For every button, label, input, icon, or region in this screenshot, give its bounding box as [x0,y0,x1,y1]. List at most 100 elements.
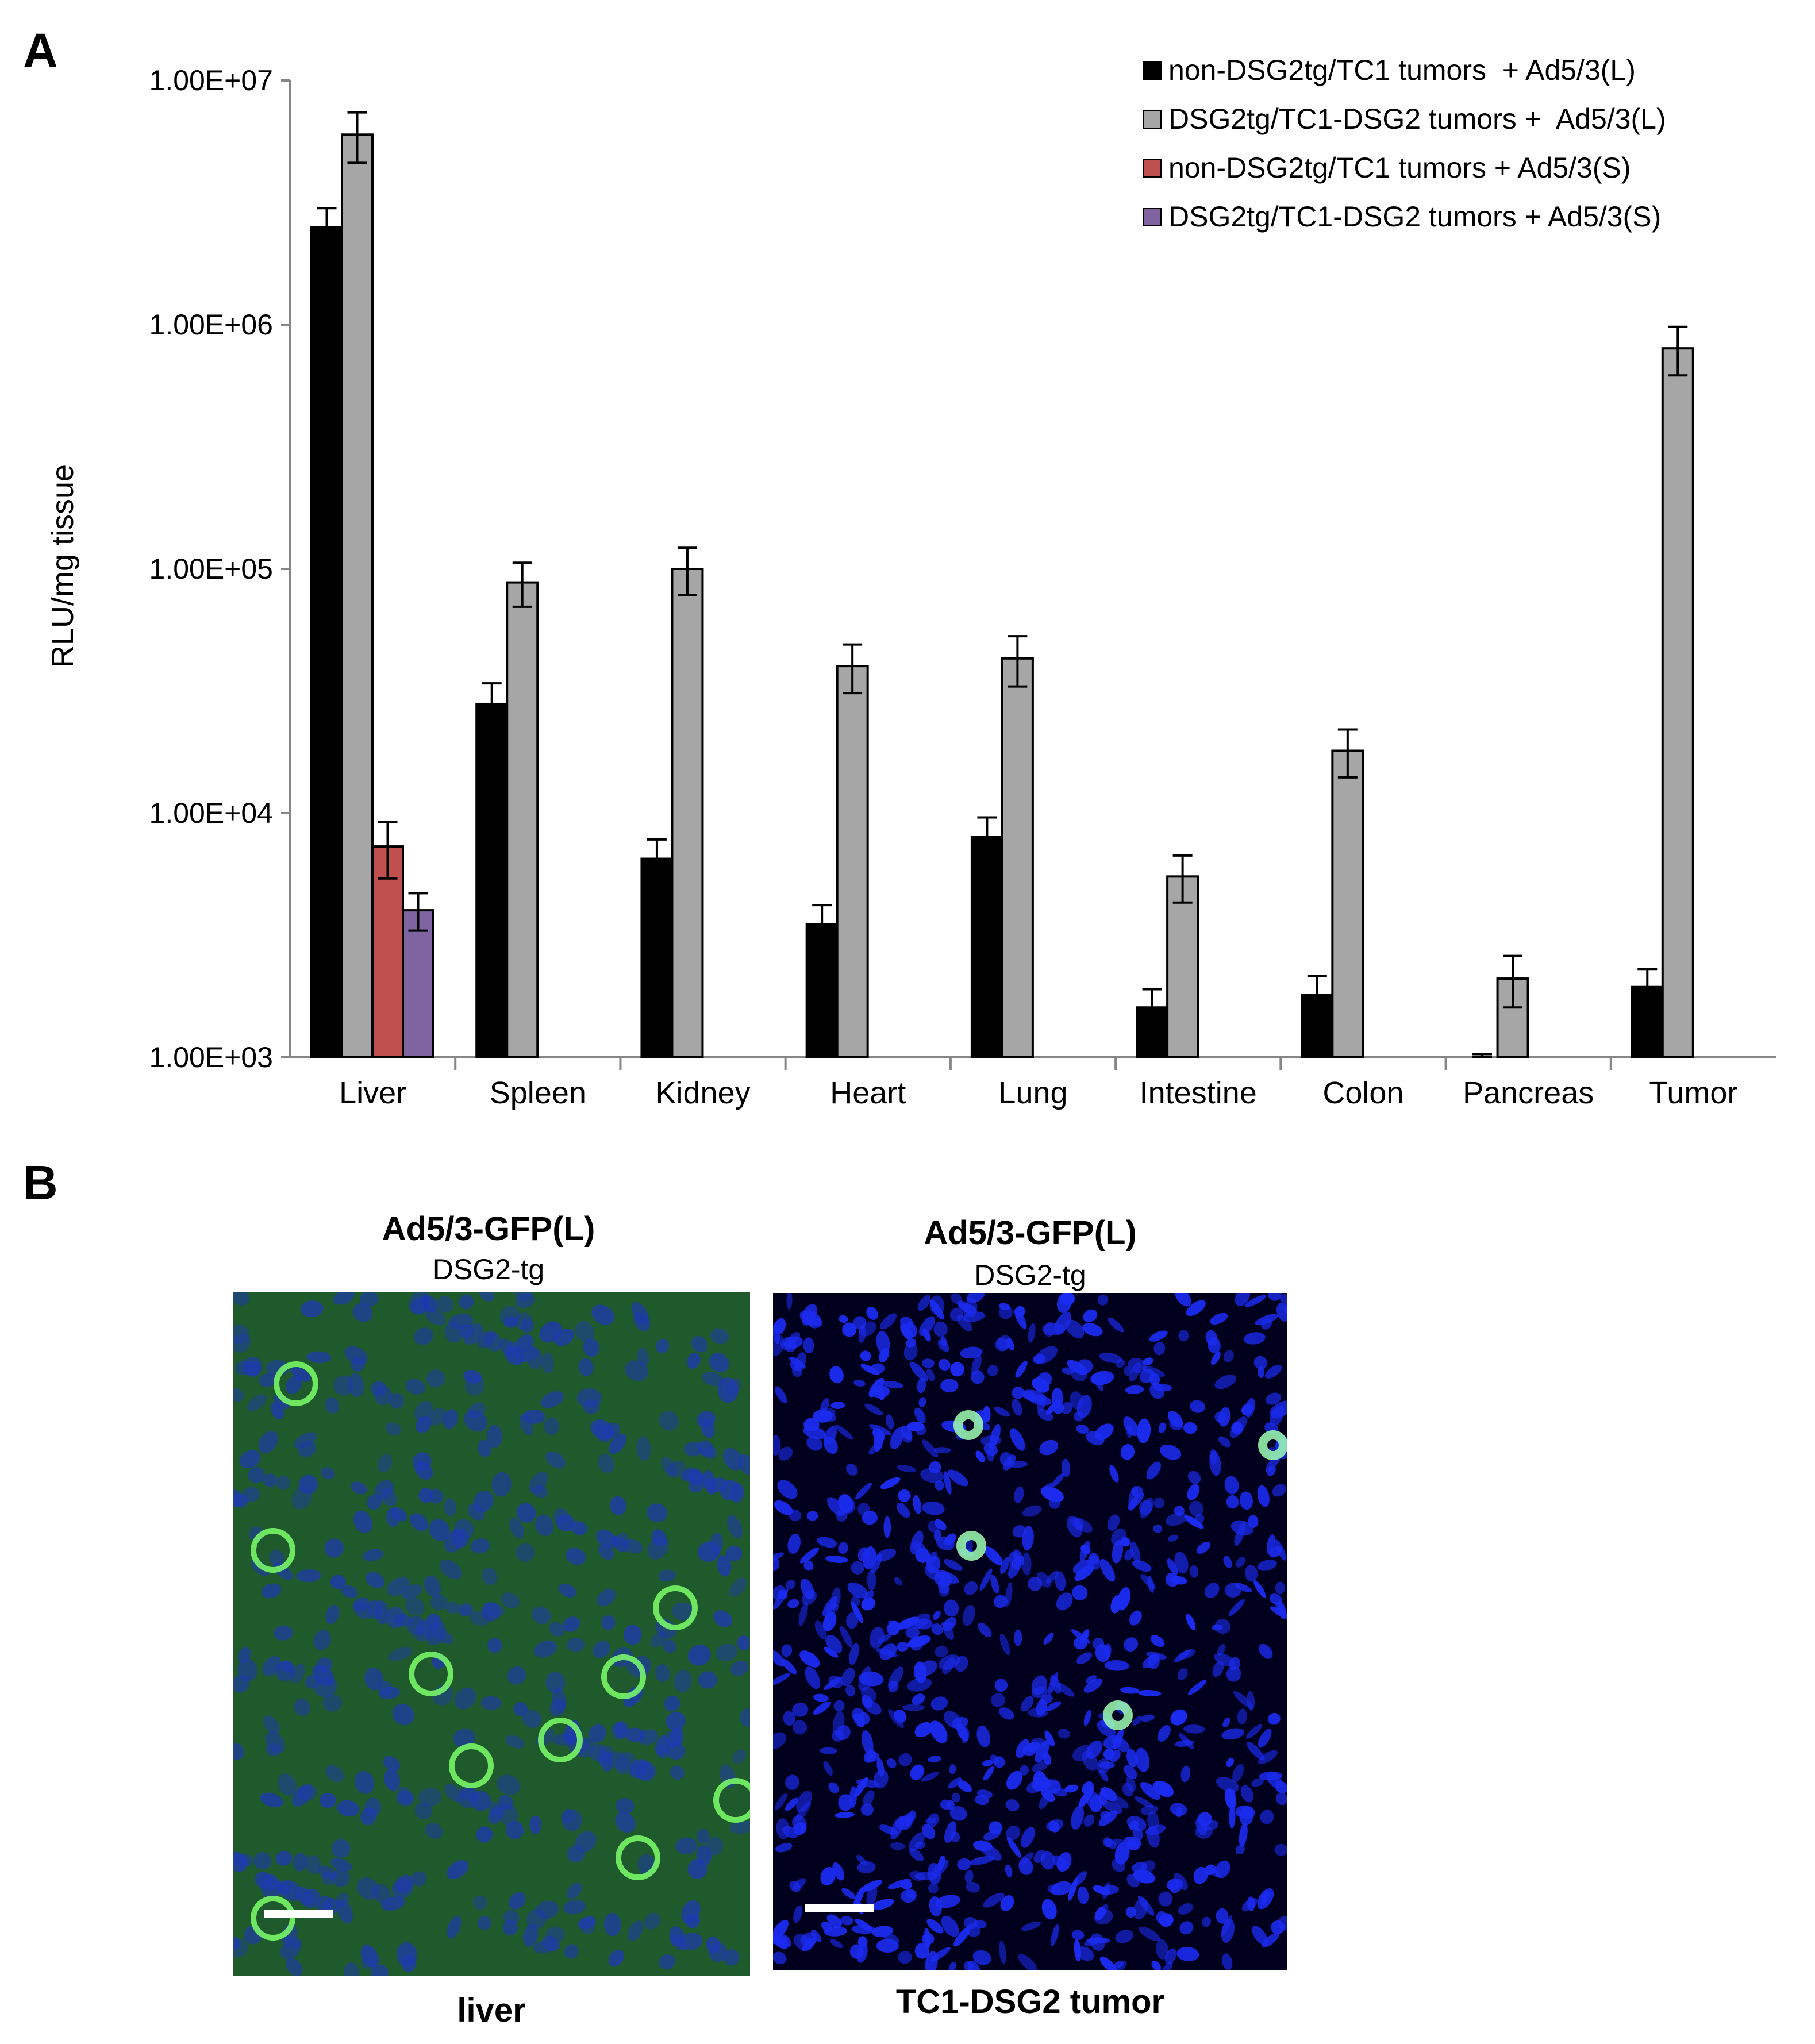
cell-nucleus [1275,1781,1287,1793]
cell-nucleus [1283,1305,1287,1315]
cell-nucleus [233,1851,249,1867]
cell-nucleus [253,1851,272,1870]
cell-nucleus [800,1932,816,1945]
cell-nucleus [829,1366,844,1384]
cell-nucleus [702,1372,725,1387]
cell-nucleus [1268,1712,1281,1725]
cell-nucleus [1005,1799,1020,1811]
cell-nucleus [1187,1471,1201,1484]
cell-nucleus [316,1657,333,1673]
cell-nucleus [1124,1637,1139,1652]
cell-nucleus [899,1317,914,1329]
cell-nucleus [793,1905,802,1923]
cell-nucleus [1032,1377,1049,1393]
cell-nucleus [503,1316,518,1328]
cell-nucleus [1043,1752,1052,1765]
cell-nucleus [857,1547,871,1562]
cell-nucleus [556,1514,575,1531]
cell-nucleus [608,1949,625,1967]
cell-nucleus [1174,1872,1188,1891]
cell-nucleus [1115,1930,1133,1943]
cell-nucleus [890,1842,905,1850]
cell-nucleus [1086,1675,1097,1683]
cell-nucleus [1021,1389,1046,1402]
cell-nucleus [914,1942,930,1959]
cell-nucleus [294,1432,317,1449]
cell-nucleus [785,1580,795,1590]
cell-nucleus [1124,1765,1137,1779]
cell-nucleus [355,1771,375,1794]
cell-nucleus [840,1626,853,1648]
cell-nucleus [1064,1784,1079,1793]
cell-nucleus [1139,1498,1154,1519]
cell-nucleus [1159,1961,1173,1970]
cell-nucleus [280,1939,301,1960]
cell-nucleus [352,1303,373,1322]
cell-nucleus [696,1829,710,1844]
x-tick-label: Lung [998,1076,1067,1110]
cell-nucleus [1073,1637,1088,1650]
cell-nucleus [976,1725,991,1747]
cell-nucleus [459,1324,474,1339]
cell-nucleus [910,1764,924,1780]
cell-nucleus [1270,1406,1285,1427]
cell-nucleus [1174,1552,1189,1574]
cell-nucleus [860,1880,882,1892]
cell-nucleus [233,1743,244,1760]
scale-bar [805,1904,874,1912]
cell-nucleus [784,1340,797,1353]
cell-nucleus [454,1687,476,1710]
cell-nucleus [480,1696,502,1710]
cell-nucleus [445,1602,460,1614]
cell-nucleus [1037,1408,1053,1421]
cell-nucleus [1137,1418,1151,1443]
cell-nucleus [1113,1796,1129,1809]
cell-nucleus [397,1786,412,1804]
cell-nucleus [1190,1400,1205,1413]
cell-nucleus [860,1350,871,1361]
cell-nucleus [1069,1391,1083,1410]
cell-nucleus [1103,1837,1112,1848]
cell-nucleus [773,1588,789,1610]
bar [402,909,434,1059]
cell-nucleus [1052,1855,1069,1870]
cell-nucleus [285,1376,302,1394]
cell-nucleus [1123,1366,1132,1376]
micrograph-subtitle-tumor: DSG2-tg [974,1259,1086,1291]
cell-nucleus [1070,1517,1093,1533]
cell-nucleus [1135,1747,1150,1772]
cell-nucleus [890,1427,904,1450]
gfp-signal [251,1528,295,1573]
cell-nucleus [533,1640,557,1658]
cell-nucleus [1018,1954,1037,1970]
cell-nucleus [737,1635,750,1651]
cell-nucleus [1258,1729,1272,1748]
cell-nucleus [716,1643,738,1661]
cell-nucleus [1126,1816,1147,1831]
cell-nucleus [478,1439,491,1457]
cell-nucleus [814,1620,826,1639]
cell-nucleus [817,1537,837,1548]
cell-nucleus [305,1855,321,1874]
cell-nucleus [233,1388,244,1402]
cell-nucleus [1165,1573,1179,1587]
cell-nucleus [368,1600,382,1619]
cell-nucleus [1262,1933,1279,1948]
cell-nucleus [563,1900,586,1915]
cell-nucleus [1231,1422,1244,1435]
cell-nucleus [1039,1439,1058,1456]
cell-nucleus [1008,1556,1022,1579]
cell-nucleus [994,1679,1008,1692]
cell-nucleus [1243,1332,1266,1345]
legend-swatch [1143,110,1162,129]
cell-nucleus [869,1626,885,1649]
cell-nucleus [1100,1885,1119,1895]
cell-nucleus [902,1704,925,1711]
cell-nucleus [566,1548,586,1565]
cell-nucleus [830,1939,843,1949]
cell-nucleus [949,1764,956,1774]
cell-nucleus [468,1402,486,1419]
cell-nucleus [1086,1740,1102,1759]
cell-nucleus [575,1321,595,1343]
cell-nucleus [1006,1825,1021,1841]
